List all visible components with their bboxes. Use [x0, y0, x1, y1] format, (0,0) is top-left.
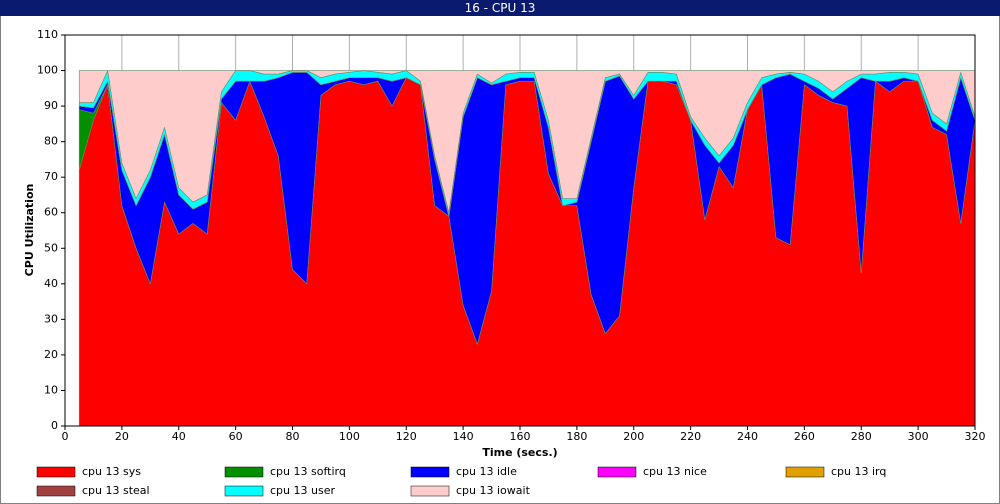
legend-swatch — [224, 485, 264, 497]
x-tick-label: 300 — [908, 430, 929, 443]
legend-label: cpu 13 user — [270, 484, 335, 497]
x-tick-label: 160 — [510, 430, 531, 443]
y-tick-label: 90 — [44, 99, 58, 112]
x-axis-label: Time (secs.) — [482, 446, 557, 459]
x-tick-label: 260 — [794, 430, 815, 443]
y-tick-label: 20 — [44, 348, 58, 361]
legend-label: cpu 13 iowait — [456, 484, 531, 497]
y-tick-label: 0 — [51, 419, 58, 432]
y-tick-label: 10 — [44, 383, 58, 396]
legend-label: cpu 13 idle — [456, 465, 517, 478]
y-axis-label: CPU Utilization — [23, 184, 36, 277]
y-tick-label: 40 — [44, 277, 58, 290]
y-tick-label: 110 — [37, 28, 58, 41]
x-tick-label: 60 — [229, 430, 243, 443]
legend-label: cpu 13 nice — [643, 465, 707, 478]
y-tick-label: 60 — [44, 206, 58, 219]
legend-swatch — [410, 485, 450, 497]
x-tick-label: 220 — [680, 430, 701, 443]
x-tick-label: 20 — [115, 430, 129, 443]
chart-title: 16 - CPU 13 — [465, 1, 536, 15]
x-tick-label: 100 — [339, 430, 360, 443]
legend-entry: cpu 13 iowait — [410, 484, 531, 497]
x-tick-label: 140 — [453, 430, 474, 443]
y-tick-label: 70 — [44, 170, 58, 183]
legend-entry: cpu 13 softirq — [224, 465, 346, 478]
x-tick-label: 40 — [172, 430, 186, 443]
legend-swatch — [36, 466, 76, 478]
legend-entry: cpu 13 steal — [36, 484, 150, 497]
x-tick-label: 320 — [965, 430, 986, 443]
x-tick-label: 240 — [737, 430, 758, 443]
x-tick-label: 200 — [623, 430, 644, 443]
plot-area: 0 10 20 30 40 50 60 70 80 90 100 110 0 20 40 60 80 100 120… — [37, 28, 986, 443]
x-tick-label: 0 — [62, 430, 69, 443]
legend-entry: cpu 13 irq — [785, 465, 886, 478]
x-tick-label: 120 — [396, 430, 417, 443]
legend-label: cpu 13 softirq — [270, 465, 346, 478]
legend-swatch — [224, 466, 264, 478]
legend-label: cpu 13 steal — [82, 484, 150, 497]
y-tick-label: 80 — [44, 135, 58, 148]
legend-entry: cpu 13 user — [224, 484, 335, 497]
legend-label: cpu 13 irq — [831, 465, 886, 478]
legend-swatch — [410, 466, 450, 478]
legend-entry: cpu 13 sys — [36, 465, 141, 478]
y-tick-label: 30 — [44, 312, 58, 325]
legend-swatch — [36, 485, 76, 497]
legend-label: cpu 13 sys — [82, 465, 141, 478]
y-tick-label: 50 — [44, 241, 58, 254]
x-tick-label: 280 — [851, 430, 872, 443]
x-tick-label: 180 — [566, 430, 587, 443]
x-tick-label: 80 — [286, 430, 300, 443]
legend-entry: cpu 13 idle — [410, 465, 517, 478]
legend-swatch — [785, 466, 825, 478]
legend-swatch — [597, 466, 637, 478]
y-tick-label: 100 — [37, 64, 58, 77]
title-bar — [0, 0, 1000, 16]
legend-entry: cpu 13 nice — [597, 465, 707, 478]
